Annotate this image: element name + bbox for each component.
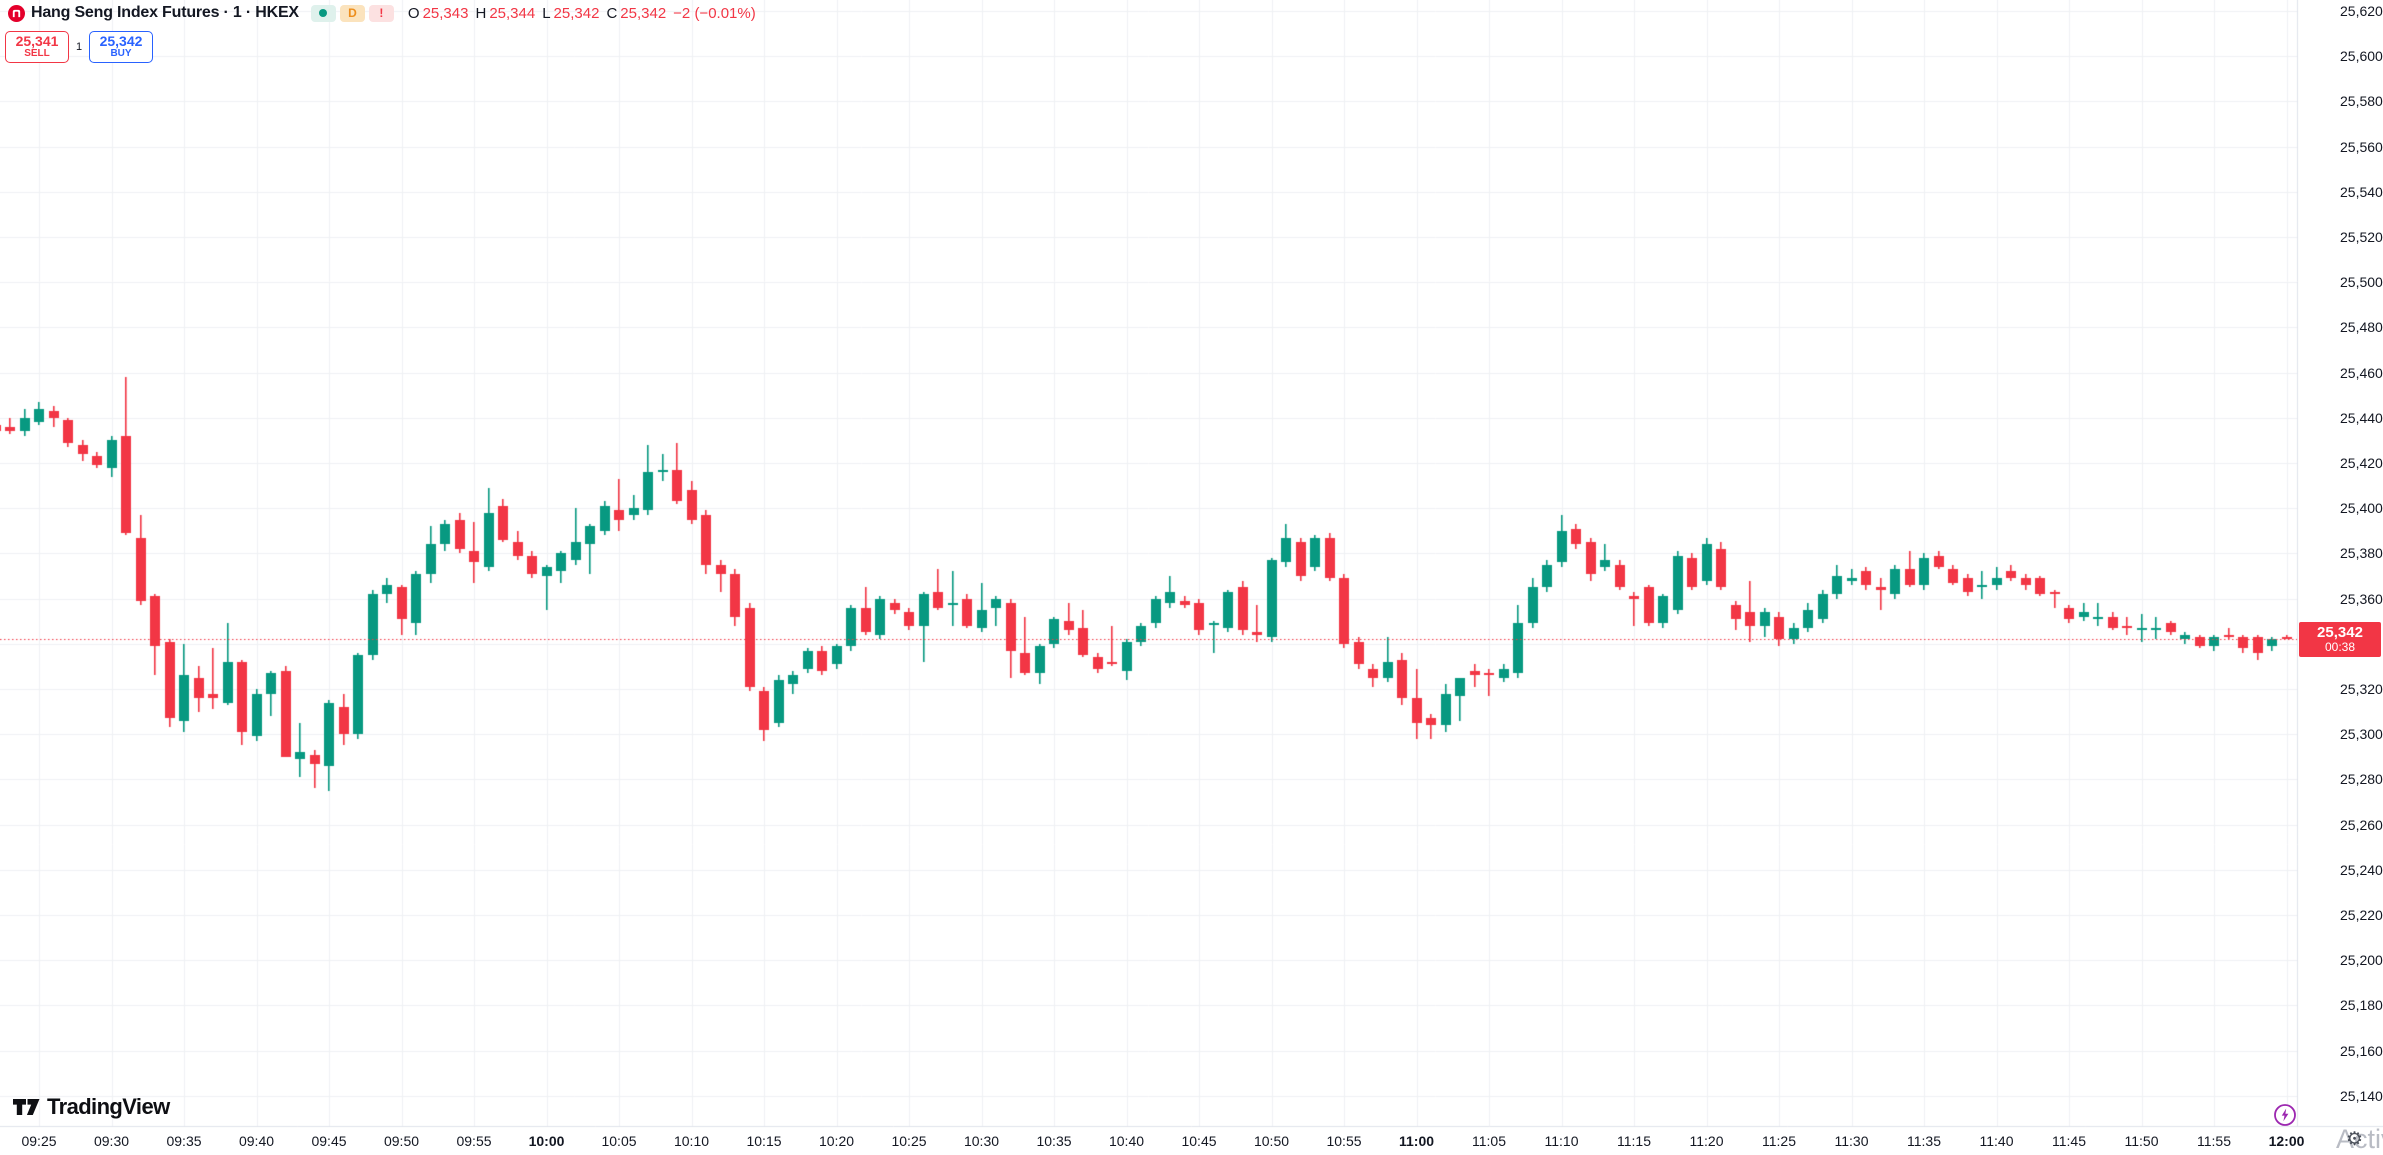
open-label: O [407,4,420,22]
price-tick-label: 25,360 [2340,590,2383,607]
time-tick-label: 10:55 [1326,1133,1362,1149]
price-tick-label: 25,600 [2340,48,2383,65]
symbol-logo-icon [8,4,25,22]
time-tick-label: 09:35 [166,1133,202,1149]
symbol-legend: Hang Seng Index Futures · 1 · HKEX D ! O… [8,2,756,24]
time-tick-label: 11:10 [1544,1133,1579,1149]
price-tick-label: 25,220 [2340,907,2383,923]
time-tick-label: 10:45 [1181,1133,1217,1149]
time-tick-label: 11:35 [1907,1133,1941,1149]
price-tick-label: 25,400 [2340,500,2383,517]
price-tick-label: 25,180 [2340,997,2383,1014]
time-tick-label: 09:30 [93,1133,130,1149]
status-badges: D ! [310,4,394,22]
price-tick-label: 25,460 [2340,364,2383,381]
time-tick-label: 09:25 [21,1133,57,1149]
low-value: 25,342 [553,4,600,22]
time-tick-label: 11:45 [2052,1133,2086,1149]
last-price-value: 25,342 [2317,623,2363,641]
time-tick-label: 09:40 [238,1133,275,1149]
price-tick-label: 25,440 [2340,409,2383,426]
time-tick-label: 10:10 [673,1133,710,1149]
price-tick-label: 25,200 [2340,952,2383,969]
time-tick-label: 11:30 [1834,1133,1869,1149]
price-tick-label: 25,300 [2340,726,2383,743]
time-tick-label: 10:35 [1036,1133,1072,1149]
price-tick-label: 25,620 [2340,3,2383,19]
buy-label: BUY [110,48,132,60]
open-value: 25,343 [422,4,469,22]
time-tick-label: 11:15 [1617,1133,1651,1149]
price-tick-label: 25,500 [2340,274,2383,291]
time-tick-label: 10:50 [1253,1133,1290,1149]
data-alert-badge[interactable]: ! [368,4,394,22]
time-tick-label: 10:00 [528,1133,565,1149]
market-status-badge [310,4,336,22]
time-tick-label: 10:15 [746,1133,782,1149]
price-tick-label: 25,240 [2340,861,2383,878]
price-tick-label: 25,160 [2340,1042,2383,1059]
time-tick-label: 09:55 [456,1133,492,1149]
symbol-title[interactable]: Hang Seng Index Futures · 1 · HKEX [31,4,299,21]
time-tick-label: 11:05 [1472,1133,1506,1149]
time-tick-label: 12:00 [2268,1133,2305,1149]
time-tick-label: 10:30 [963,1133,1000,1149]
lightning-glyph [2274,1104,2296,1126]
lightning-icon[interactable] [2273,1103,2297,1127]
price-tick-label: 25,380 [2340,545,2383,562]
close-value: 25,342 [620,4,667,22]
price-tick-label: 25,540 [2340,183,2383,200]
price-tick-label: 25,580 [2340,93,2383,110]
time-tick-label: 11:50 [2124,1133,2159,1149]
activate-watermark: Activ [2336,1124,2383,1154]
delayed-data-badge: D [339,4,365,22]
time-tick-label: 11:25 [1762,1133,1796,1149]
price-tick-label: 25,140 [2340,1087,2383,1104]
sell-button[interactable]: 25,341 SELL [5,31,69,63]
high-label: H [475,4,487,22]
price-tick-label: 25,560 [2340,138,2383,155]
hsi-logo-glyph [12,9,21,17]
last-price-badge: 25,342 00:38 [2299,622,2381,657]
close-label: C [606,4,618,22]
spread-value: 1 [75,41,83,53]
change-value: −2 (−0.01%) [673,4,756,22]
time-tick-label: 11:20 [1689,1133,1724,1149]
sell-label: SELL [24,48,50,60]
buy-price: 25,342 [99,33,143,50]
time-tick-label: 11:55 [2197,1133,2231,1149]
buy-button[interactable]: 25,342 BUY [89,31,153,63]
time-tick-label: 10:20 [818,1133,855,1149]
market-open-dot-icon [319,9,328,17]
time-tick-label: 09:45 [311,1133,347,1149]
tradingview-wordmark: TradingView [47,1094,170,1119]
price-tick-label: 25,280 [2340,771,2383,788]
low-label: L [542,4,551,22]
price-tick-label: 25,520 [2340,229,2383,245]
trade-panel: 25,341 SELL 1 25,342 BUY [5,31,153,63]
time-tick-label: 09:50 [383,1133,420,1149]
high-value: 25,344 [489,4,536,22]
time-tick-label: 10:40 [1108,1133,1145,1149]
candle-countdown: 00:38 [2324,640,2356,655]
time-tick-label: 10:25 [891,1133,927,1149]
tradingview-mark-icon [13,1098,40,1115]
time-tick-label: 11:00 [1398,1133,1435,1149]
ohlc-readout: O 25,343 H 25,344 L 25,342 C 25,342 −2 (−0.0… [408,5,756,22]
sell-price: 25,341 [15,33,59,50]
time-tick-label: 10:05 [601,1133,637,1149]
gear-icon[interactable]: ⚙ [2346,1129,2364,1150]
price-tick-label: 25,260 [2340,816,2383,833]
time-tick-label: 11:40 [1979,1133,2014,1149]
price-tick-label: 25,480 [2340,319,2383,336]
tradingview-logo[interactable]: TradingView [13,1094,170,1120]
price-tick-label: 25,320 [2340,681,2383,697]
price-tick-label: 25,420 [2340,455,2383,471]
